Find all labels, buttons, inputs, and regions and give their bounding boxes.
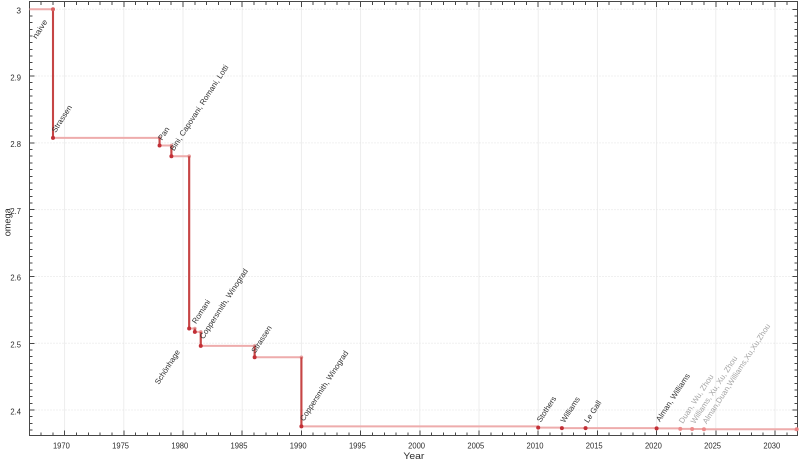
svg-text:2030: 2030	[763, 441, 780, 451]
svg-text:2.6: 2.6	[10, 273, 21, 283]
svg-text:2.4: 2.4	[10, 406, 21, 416]
svg-text:1980: 1980	[171, 441, 188, 451]
svg-text:2000: 2000	[408, 441, 425, 451]
svg-text:3: 3	[16, 6, 21, 16]
svg-text:2005: 2005	[467, 441, 484, 451]
svg-text:2010: 2010	[527, 441, 544, 451]
svg-text:1990: 1990	[290, 441, 307, 451]
svg-text:1995: 1995	[349, 441, 366, 451]
svg-text:1985: 1985	[231, 441, 248, 451]
svg-text:2015: 2015	[586, 441, 603, 451]
svg-text:1970: 1970	[53, 441, 70, 451]
svg-text:1975: 1975	[112, 441, 129, 451]
svg-text:2.8: 2.8	[10, 139, 21, 149]
svg-text:2025: 2025	[704, 441, 721, 451]
svg-text:2020: 2020	[645, 441, 662, 451]
svg-text:2.7: 2.7	[10, 206, 21, 216]
svg-text:Year: Year	[403, 451, 424, 460]
svg-text:omega: omega	[3, 207, 13, 236]
svg-text:2.5: 2.5	[10, 340, 21, 350]
svg-text:2.9: 2.9	[10, 72, 21, 82]
